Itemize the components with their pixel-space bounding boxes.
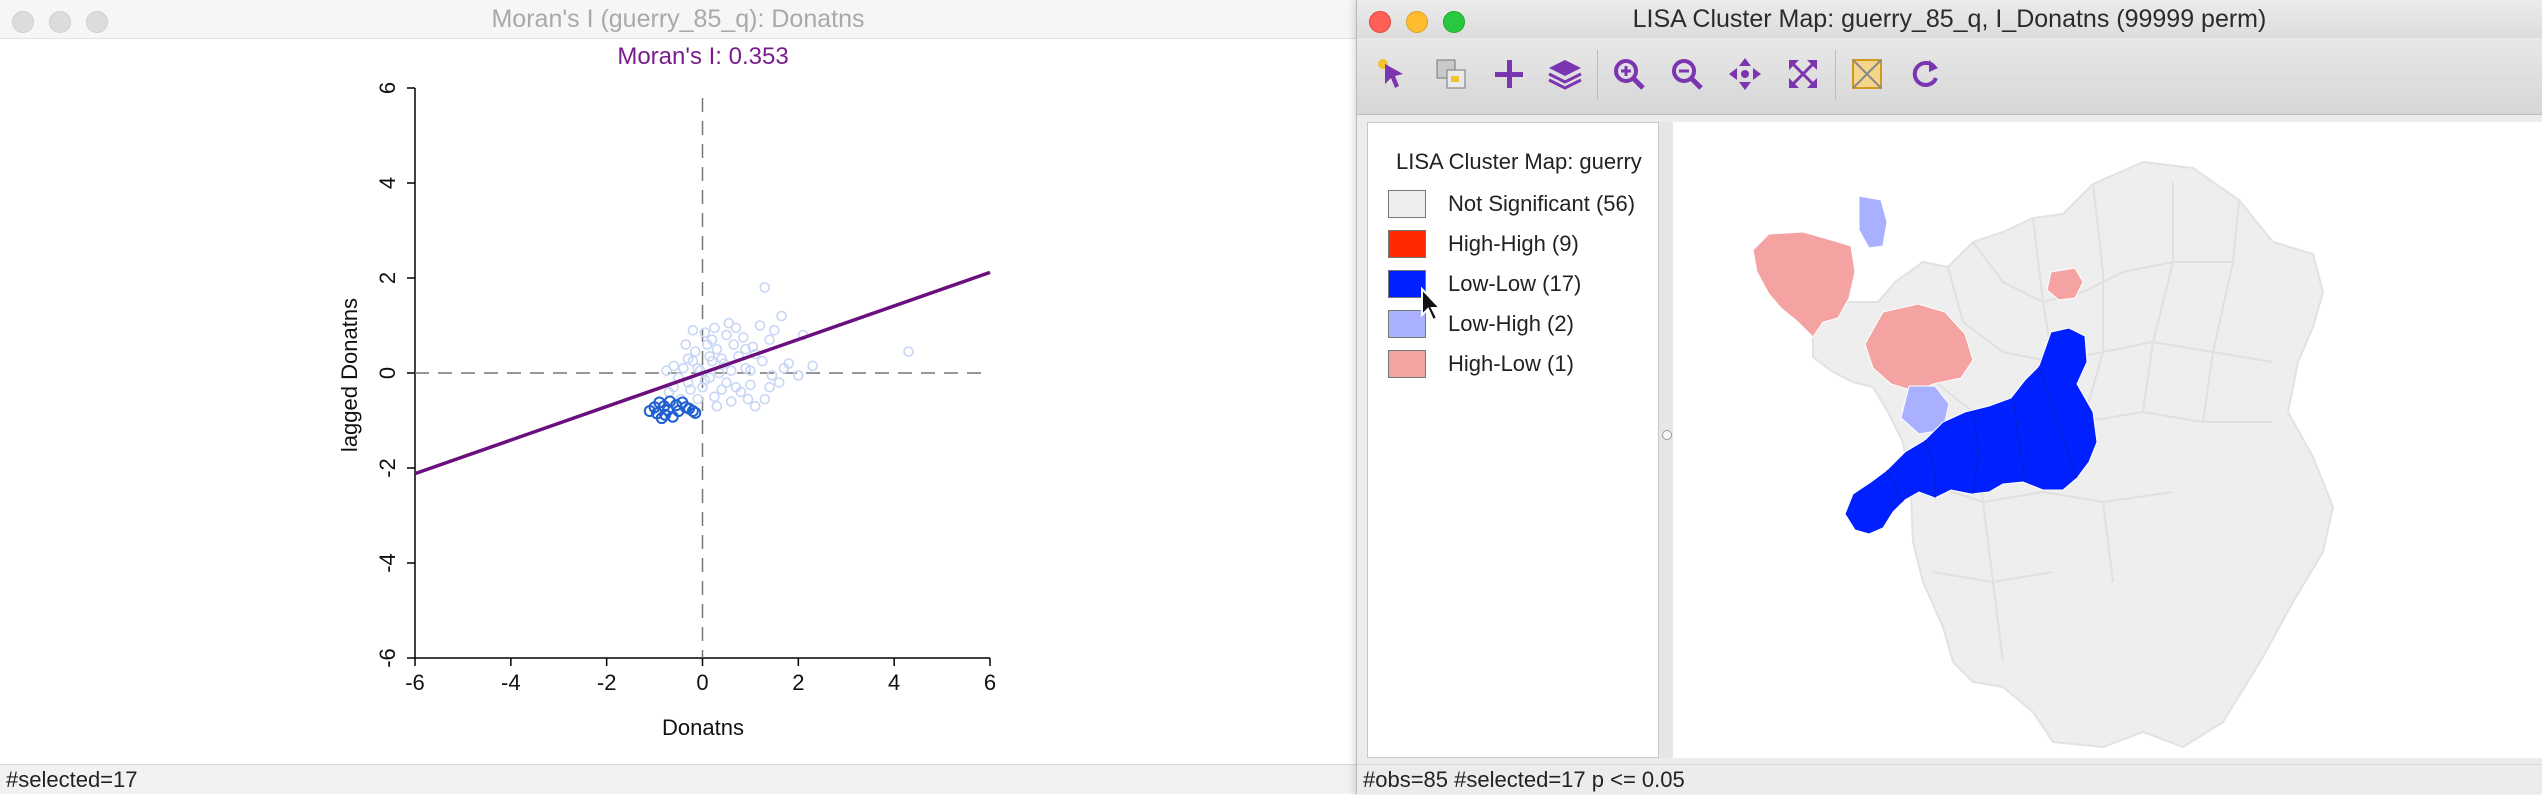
select-arrow-icon[interactable]	[1371, 52, 1415, 96]
legend-item-high-high[interactable]: High-High (9)	[1388, 229, 1579, 259]
scatter-point	[808, 361, 817, 370]
scatter-point	[712, 402, 721, 411]
map-region-low-high[interactable]	[1859, 196, 1887, 248]
scatter-point	[746, 380, 755, 389]
select-by-selection-icon[interactable]	[1429, 52, 1473, 96]
map-toolbar	[1357, 38, 2542, 115]
y-tick-label: 2	[375, 272, 400, 284]
window-title: Moran's I (guerry_85_q): Donatns	[0, 0, 1356, 38]
splitter-handle[interactable]	[1659, 122, 1673, 758]
legend-label: Low-High (2)	[1448, 311, 1574, 337]
y-tick-label: -6	[375, 648, 400, 668]
layers-icon[interactable]	[1543, 52, 1587, 96]
scatter-point	[700, 328, 709, 337]
scatter-point	[722, 331, 731, 340]
scatter-point	[765, 335, 774, 344]
x-axis-label: Donatns	[662, 715, 744, 740]
scatter-point	[767, 371, 776, 380]
legend-panel[interactable]: LISA Cluster Map: guerry Not Significant…	[1367, 122, 1659, 758]
window-title: LISA Cluster Map: guerry_85_q, I_Donatns…	[1357, 0, 2542, 38]
zoom-in-icon[interactable]	[1607, 52, 1651, 96]
moran-scatterplot-window: Moran's I (guerry_85_q): Donatns Moran's…	[0, 0, 1356, 794]
scatter-point	[751, 402, 760, 411]
legend-swatch	[1388, 230, 1426, 258]
scatter-point	[727, 397, 736, 406]
moran-scatter-chart[interactable]: Moran's I: 0.353 -6 -4 -2 0 2 4 6 -6 -4 -2 0 2 4 6 Do…	[0, 38, 1356, 762]
scatter-point	[710, 392, 719, 401]
scatter-point	[724, 319, 733, 328]
legend-label: Not Significant (56)	[1448, 191, 1635, 217]
scatter-point	[770, 326, 779, 335]
legend-item-low-low[interactable]: Low-Low (17)	[1388, 269, 1581, 299]
selection-shape-icon[interactable]	[1845, 52, 1889, 96]
scatter-point	[691, 347, 700, 356]
y-axis-label: lagged Donatns	[337, 298, 362, 452]
scatter-point	[727, 366, 736, 375]
right-window-titlebar[interactable]: LISA Cluster Map: guerry_85_q, I_Donatns…	[1357, 0, 2542, 39]
scatter-point	[760, 395, 769, 404]
legend-item-not-significant[interactable]: Not Significant (56)	[1388, 189, 1635, 219]
x-tick-label: 2	[792, 670, 804, 695]
scatter-point	[710, 323, 719, 332]
left-status-bar: #selected=17	[0, 764, 1356, 794]
y-tick-label: 0	[375, 367, 400, 379]
legend-label: High-Low (1)	[1448, 351, 1574, 377]
legend-title: LISA Cluster Map: guerry	[1396, 149, 1642, 175]
x-tick-label: 6	[984, 670, 996, 695]
scatter-point	[744, 395, 753, 404]
x-tick-label: 4	[888, 670, 900, 695]
legend-swatch	[1388, 350, 1426, 378]
refresh-icon[interactable]	[1903, 52, 1947, 96]
crosshair-plus-icon[interactable]	[1487, 52, 1531, 96]
pan-icon[interactable]	[1723, 52, 1767, 96]
scatter-point	[758, 357, 767, 366]
y-tick-label: 6	[375, 82, 400, 94]
left-window-titlebar[interactable]: Moran's I (guerry_85_q): Donatns	[0, 0, 1356, 39]
x-tick-label: 0	[696, 670, 708, 695]
right-status-bar: #obs=85 #selected=17 p <= 0.05	[1357, 764, 2542, 794]
legend-label: High-High (9)	[1448, 231, 1579, 257]
scatter-point	[794, 371, 803, 380]
scatter-point	[681, 340, 690, 349]
scatter-point	[717, 385, 726, 394]
scatter-point	[756, 321, 765, 330]
x-tick-label: -4	[501, 670, 521, 695]
x-tick-label: -6	[405, 670, 425, 695]
scatter-point	[904, 347, 913, 356]
y-tick-label: -2	[375, 458, 400, 478]
legend-item-low-high[interactable]: Low-High (2)	[1388, 309, 1574, 339]
y-tick-label: 4	[375, 177, 400, 189]
scatter-point	[775, 378, 784, 387]
cluster-map-canvas[interactable]	[1673, 122, 2542, 758]
legend-item-high-low[interactable]: High-Low (1)	[1388, 349, 1574, 379]
scatter-point	[688, 326, 697, 335]
scatter-point	[662, 366, 671, 375]
france-departments-map[interactable]	[1673, 122, 2542, 758]
scatter-point	[693, 395, 702, 404]
scatter-point	[679, 364, 688, 373]
scatter-point	[777, 312, 786, 321]
mouse-pointer-icon	[1420, 287, 1446, 323]
zoom-out-icon[interactable]	[1665, 52, 1709, 96]
x-tick-label: -2	[597, 670, 617, 695]
legend-label: Low-Low (17)	[1448, 271, 1581, 297]
lisa-cluster-map-window: LISA Cluster Map: guerry_85_q, I_Donatns…	[1356, 0, 2542, 794]
scatter-point	[739, 333, 748, 342]
scatter-point	[729, 340, 738, 349]
scatter-point	[765, 383, 774, 392]
y-tick-label: -4	[375, 553, 400, 573]
scatter-point	[712, 345, 721, 354]
legend-swatch	[1388, 190, 1426, 218]
scatter-point	[760, 283, 769, 292]
fit-extent-icon[interactable]	[1781, 52, 1825, 96]
chart-title: Moran's I: 0.353	[617, 43, 788, 70]
